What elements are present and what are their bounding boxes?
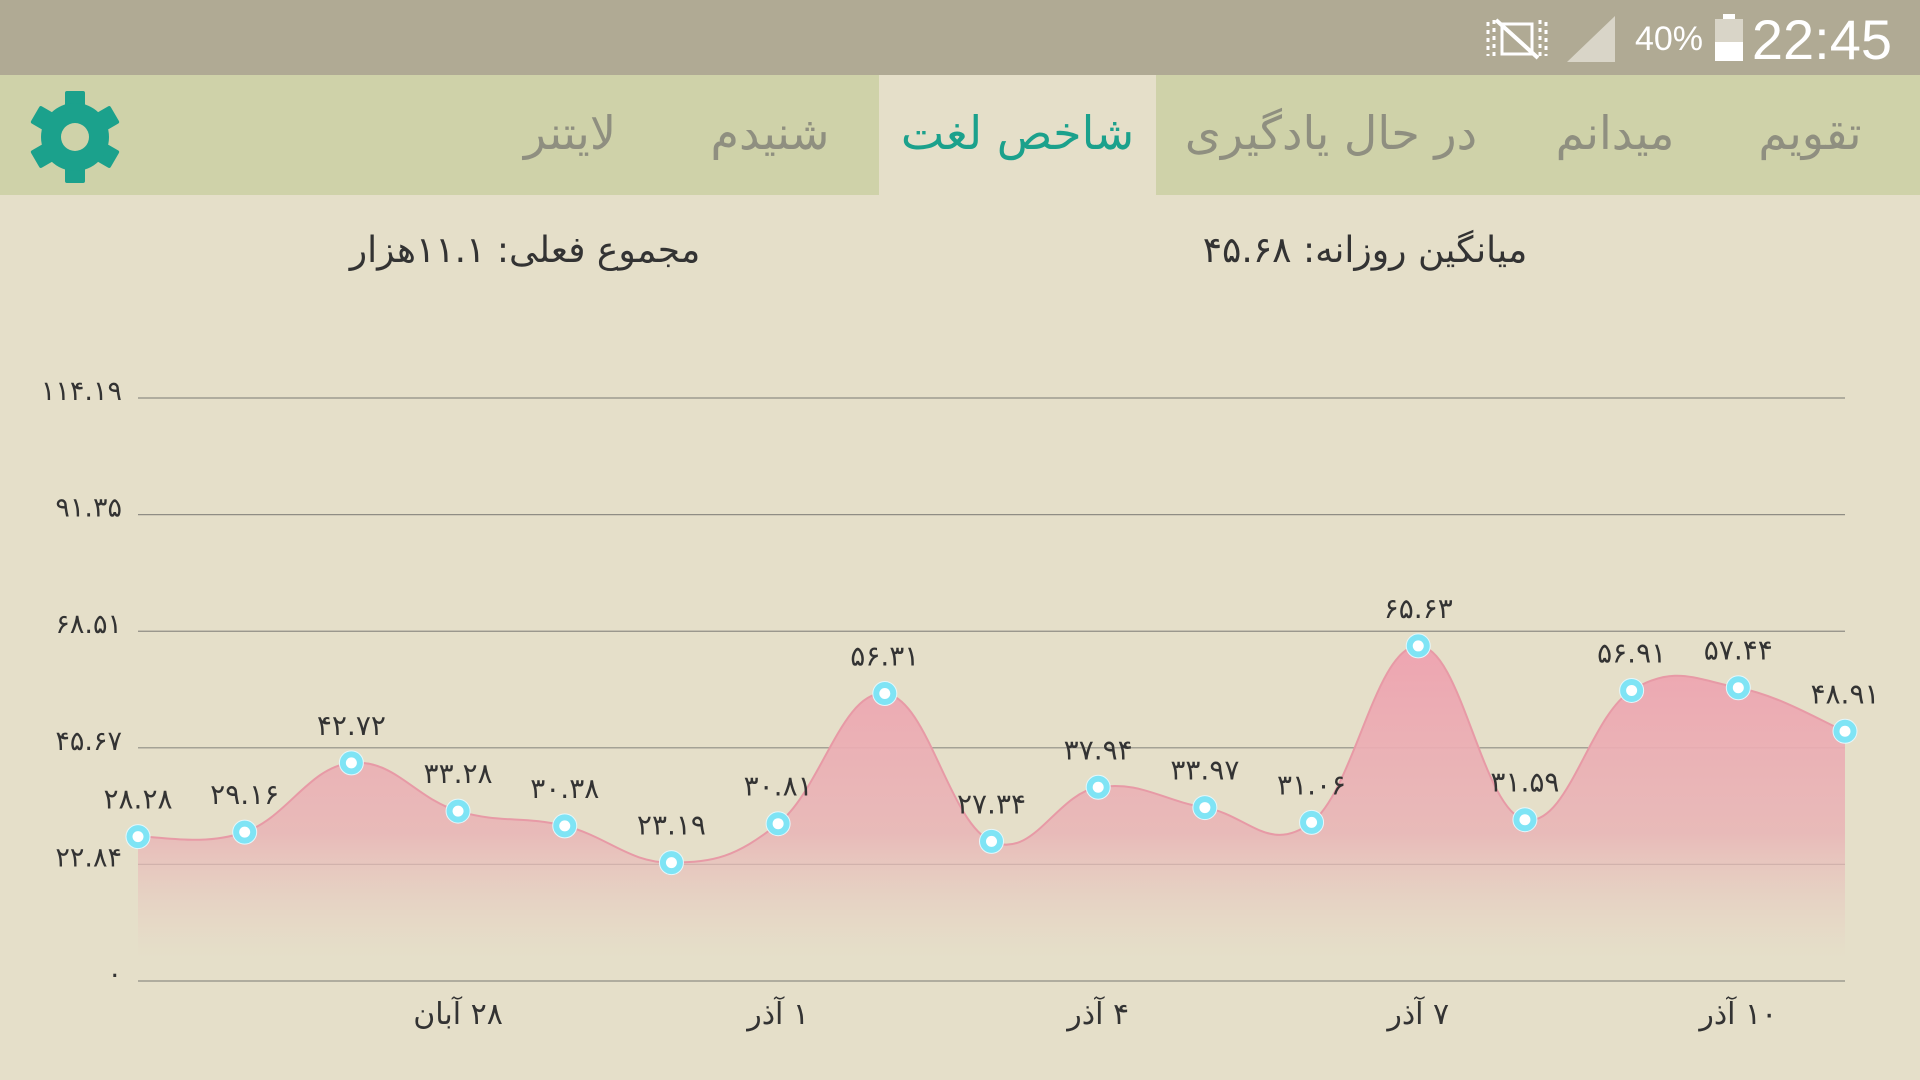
data-point-center xyxy=(1306,816,1318,828)
y-tick-label: ۶۸.۵۱ xyxy=(55,609,122,640)
data-label: ۲۹.۱۶ xyxy=(210,778,279,811)
data-point-center xyxy=(1412,640,1424,652)
tab-heard[interactable]: شنیدم xyxy=(680,75,860,195)
tab-bar: تقویم میدانم در حال یادگیری شاخص لغت شنی… xyxy=(0,75,1920,195)
y-tick-label: ۱۱۴.۱۹ xyxy=(41,376,122,407)
x-tick-label: ۴ آذر xyxy=(1065,996,1129,1032)
tab-leitner[interactable]: لایتنر xyxy=(470,75,670,195)
status-bar: 40% 22:45 xyxy=(0,0,1920,75)
current-total: مجموع فعلی: ۱۱.۱هزار xyxy=(349,230,701,271)
data-point-center xyxy=(986,835,997,847)
x-tick-label: ۷ آذر xyxy=(1385,996,1449,1032)
settings-button[interactable] xyxy=(20,87,130,187)
data-label: ۲۳.۱۹ xyxy=(637,809,706,842)
data-label: ۲۸.۲۸ xyxy=(103,783,172,816)
data-label: ۳۳.۲۸ xyxy=(424,757,493,790)
tab-label: شنیدم xyxy=(710,106,830,160)
data-label: ۳۱.۵۹ xyxy=(1490,766,1559,799)
data-label: ۳۰.۳۸ xyxy=(530,772,599,805)
y-tick-label: ۲۲.۸۴ xyxy=(55,842,122,873)
data-point-center xyxy=(1092,781,1104,793)
x-tick-label: ۱ آذر xyxy=(745,996,809,1032)
data-label: ۳۳.۹۷ xyxy=(1170,754,1239,787)
mute-icon xyxy=(1482,16,1552,66)
x-tick-label: ۲۸ آبان xyxy=(413,996,503,1032)
data-point-center xyxy=(665,857,677,869)
gear-icon xyxy=(30,91,120,183)
data-point-center xyxy=(879,688,891,700)
data-point-center xyxy=(1199,802,1211,814)
tab-label: شاخص لغت xyxy=(900,106,1135,160)
data-point-center xyxy=(1732,682,1744,694)
data-label: ۴۸.۹۱ xyxy=(1810,677,1879,710)
data-point-center xyxy=(239,826,251,838)
tab-learning[interactable]: در حال یادگیری xyxy=(1156,75,1506,195)
battery-icon xyxy=(1714,14,1744,66)
data-label: ۶۵.۶۳ xyxy=(1384,592,1453,625)
tab-label: میدانم xyxy=(1555,106,1675,160)
tab-calendar[interactable]: تقویم xyxy=(1730,75,1890,195)
data-label: ۵۶.۹۱ xyxy=(1597,636,1666,669)
daily-average: میانگین روزانه: ۴۵.۶۸ xyxy=(1202,230,1528,271)
battery-percentage: 40% xyxy=(1634,20,1703,58)
data-label: ۴۲.۷۲ xyxy=(317,709,386,742)
area-fill xyxy=(138,645,1845,959)
data-label: ۲۷.۳۴ xyxy=(957,787,1026,820)
data-label: ۳۷.۹۴ xyxy=(1064,733,1133,766)
data-point-center xyxy=(345,757,357,769)
tab-label: تقویم xyxy=(1758,106,1862,160)
tab-known[interactable]: میدانم xyxy=(1510,75,1720,195)
y-tick-label: ۰ xyxy=(107,959,122,990)
tab-word-index[interactable]: شاخص لغت xyxy=(879,75,1156,195)
data-point-center xyxy=(559,820,571,832)
data-label: ۵۶.۳۱ xyxy=(850,640,919,673)
data-point-center xyxy=(452,805,464,817)
data-label: ۳۱.۰۶ xyxy=(1277,768,1346,801)
data-label: ۳۰.۸۱ xyxy=(744,770,813,803)
x-tick-label: ۱۰ آذر xyxy=(1697,996,1777,1032)
data-point-center xyxy=(132,831,144,843)
y-tick-label: ۴۵.۶۷ xyxy=(55,726,122,757)
data-point-center xyxy=(1839,725,1851,737)
data-point-center xyxy=(772,818,784,830)
data-label: ۵۷.۴۴ xyxy=(1704,634,1773,667)
y-tick-label: ۹۱.۳۵ xyxy=(55,493,122,524)
tab-label: لایتنر xyxy=(523,106,617,160)
data-point-center xyxy=(1626,684,1638,696)
clock: 22:45 xyxy=(1751,8,1892,71)
tab-label: در حال یادگیری xyxy=(1184,106,1478,160)
signal-icon xyxy=(1565,14,1617,68)
data-point-center xyxy=(1519,814,1531,826)
